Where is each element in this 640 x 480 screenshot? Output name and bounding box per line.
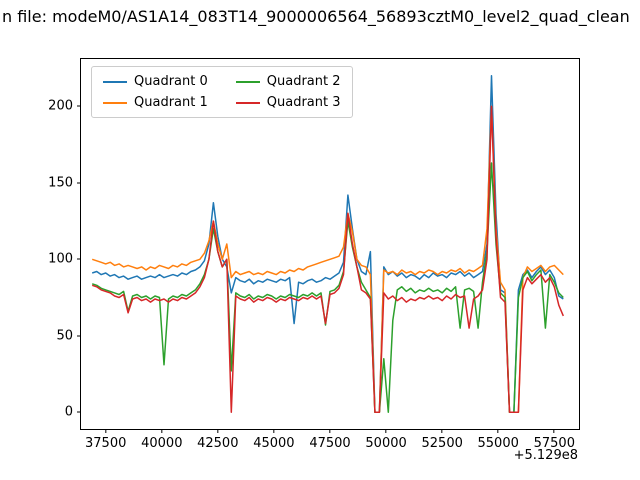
series-line: [91, 105, 564, 413]
x-tick: 42500: [197, 429, 238, 451]
x-tick-label: 47500: [309, 436, 351, 451]
x-tick-mark: [329, 429, 331, 433]
series-lines: [91, 75, 564, 413]
x-tick-label: 45000: [253, 436, 295, 451]
y-tick-label: 100: [48, 251, 73, 267]
x-tick-mark: [217, 429, 219, 433]
legend-label: Quadrant 2: [266, 74, 341, 89]
x-tick-label: 52500: [421, 436, 463, 451]
y-tick: 200: [48, 99, 81, 114]
x-tick-mark: [161, 429, 163, 433]
x-tick-label: 57500: [533, 436, 575, 451]
x-tick-mark: [553, 429, 555, 433]
y-tick-label: 150: [48, 175, 73, 191]
series-line: [91, 105, 564, 413]
legend-line-swatch: [103, 80, 127, 83]
x-tick-mark: [385, 429, 387, 433]
y-tick-label: 50: [56, 328, 73, 344]
x-tick: 47500: [309, 429, 351, 451]
legend-line-swatch: [235, 80, 260, 83]
legend: Quadrant 0 Quadrant 1 Quadrant 2 Quadrant 3: [91, 66, 353, 118]
chart-title: n file: modeM0/AS1A14_083T14_9000006564_…: [2, 7, 630, 26]
y-tick-mark: [77, 258, 81, 260]
x-tick-mark: [105, 429, 107, 433]
legend-line-swatch: [235, 101, 260, 104]
x-tick: 55000: [478, 429, 519, 451]
x-tick-mark: [273, 429, 275, 433]
x-tick-label: 50000: [365, 436, 407, 451]
x-tick: 45000: [253, 429, 295, 451]
legend-label: Quadrant 1: [134, 95, 208, 110]
y-tick: 100: [48, 252, 81, 267]
legend-item: Quadrant 0: [103, 74, 208, 89]
x-axis-offset: +5.129e8: [513, 448, 578, 463]
plot-area: 37500 40000 42500 45000 47500 50000 52500 55000…: [48, 58, 580, 451]
y-tick-mark: [77, 105, 81, 107]
x-tick: 40000: [141, 429, 182, 451]
y-tick-label: 200: [48, 98, 73, 114]
x-tick: 50000: [365, 429, 407, 451]
y-tick-mark: [77, 182, 81, 184]
legend-line-swatch: [103, 101, 127, 104]
x-tick-mark: [497, 429, 499, 433]
legend-item: Quadrant 1: [103, 95, 208, 110]
series-line: [91, 162, 564, 413]
x-tick: 37500: [85, 429, 126, 451]
legend-item: Quadrant 3: [235, 95, 341, 110]
x-tick: 57500: [534, 429, 575, 451]
legend-label: Quadrant 3: [266, 95, 341, 110]
legend-item: Quadrant 2: [235, 74, 341, 89]
y-tick: 150: [48, 175, 81, 190]
x-tick: 52500: [422, 429, 463, 451]
x-tick-label: 42500: [197, 436, 239, 451]
y-tick-label: 0: [64, 404, 73, 420]
y-tick-mark: [77, 411, 81, 413]
x-tick-mark: [441, 429, 443, 433]
x-tick-label: 55000: [477, 436, 519, 451]
x-tick-label: 37500: [85, 436, 127, 451]
y-tick: 50: [56, 328, 81, 343]
y-tick-mark: [77, 335, 81, 337]
series-line: [91, 75, 564, 413]
legend-label: Quadrant 0: [134, 74, 208, 89]
x-tick-label: 40000: [141, 436, 183, 451]
y-tick: 0: [65, 405, 81, 420]
